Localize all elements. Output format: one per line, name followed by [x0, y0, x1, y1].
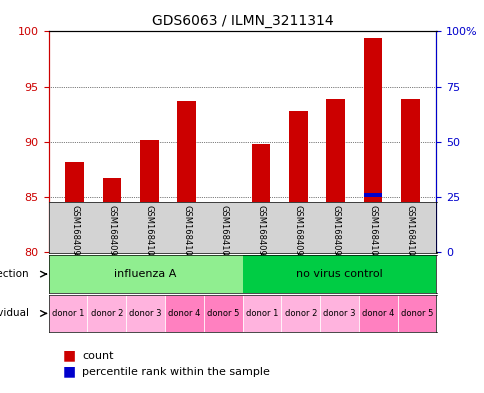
Text: donor 5: donor 5 [207, 309, 239, 318]
Text: GSM1684099: GSM1684099 [331, 205, 340, 261]
Bar [363, 193, 381, 197]
Text: donor 4: donor 4 [168, 309, 200, 318]
Bar [363, 38, 381, 252]
Text: GSM1684096: GSM1684096 [70, 205, 79, 261]
Text: GSM1684097: GSM1684097 [293, 205, 302, 261]
Text: GSM1684101: GSM1684101 [368, 205, 377, 261]
Text: donor 3: donor 3 [322, 309, 355, 318]
Text: donor 1: donor 1 [52, 309, 84, 318]
Bar [251, 144, 270, 252]
Bar [288, 222, 307, 227]
Text: percentile rank within the sample: percentile rank within the sample [82, 367, 270, 377]
FancyBboxPatch shape [165, 295, 203, 332]
Text: influenza A: influenza A [114, 269, 176, 279]
FancyBboxPatch shape [48, 295, 87, 332]
Bar [326, 217, 345, 221]
Bar [65, 162, 84, 252]
Text: GSM1684100: GSM1684100 [144, 205, 153, 261]
Title: GDS6063 / ILMN_3211314: GDS6063 / ILMN_3211314 [151, 14, 333, 28]
Bar [103, 178, 121, 252]
Bar [65, 233, 84, 238]
FancyBboxPatch shape [203, 295, 242, 332]
Text: GSM1684095: GSM1684095 [256, 205, 265, 261]
Text: count: count [82, 351, 114, 362]
Bar [400, 99, 419, 252]
Bar [103, 237, 121, 241]
Text: donor 2: donor 2 [91, 309, 122, 318]
Text: donor 4: donor 4 [362, 309, 393, 318]
Text: infection: infection [0, 269, 29, 279]
Bar [288, 111, 307, 252]
Bar [400, 217, 419, 221]
Text: ■: ■ [63, 364, 76, 378]
FancyBboxPatch shape [319, 295, 358, 332]
FancyBboxPatch shape [242, 295, 281, 332]
Text: donor 3: donor 3 [129, 309, 162, 318]
FancyBboxPatch shape [281, 295, 319, 332]
Text: GSM1684104: GSM1684104 [219, 205, 228, 261]
Bar [326, 99, 345, 252]
Text: donor 5: donor 5 [400, 309, 432, 318]
Text: GSM1684098: GSM1684098 [107, 205, 116, 261]
FancyBboxPatch shape [397, 295, 436, 332]
Text: ■: ■ [63, 349, 76, 363]
Text: no virus control: no virus control [296, 269, 382, 279]
FancyBboxPatch shape [126, 295, 165, 332]
FancyBboxPatch shape [48, 255, 242, 293]
Text: individual: individual [0, 309, 29, 318]
Bar [214, 214, 233, 252]
Bar [214, 243, 233, 248]
Bar [177, 217, 196, 221]
Text: GSM1684102: GSM1684102 [182, 205, 191, 261]
FancyBboxPatch shape [87, 295, 126, 332]
Bar [177, 101, 196, 252]
Text: donor 2: donor 2 [284, 309, 316, 318]
Bar [251, 230, 270, 235]
FancyBboxPatch shape [242, 255, 436, 293]
Text: donor 1: donor 1 [245, 309, 277, 318]
FancyBboxPatch shape [358, 295, 397, 332]
Text: GSM1684103: GSM1684103 [405, 205, 414, 261]
Bar [139, 228, 158, 232]
Bar [139, 140, 158, 252]
